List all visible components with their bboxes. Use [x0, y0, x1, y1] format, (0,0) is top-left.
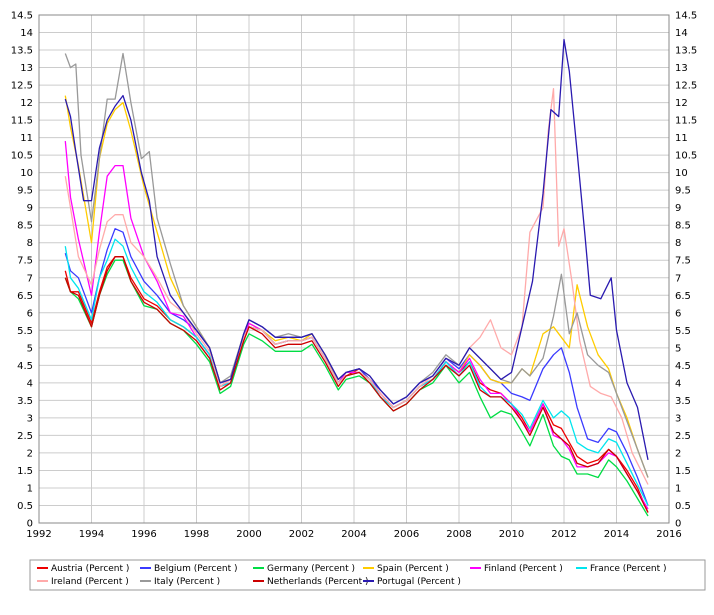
y-tick-label-right: 1.5 [675, 466, 691, 477]
y-tick-label-right: 2.5 [675, 431, 691, 442]
y-tick-label-right: 14.5 [675, 11, 697, 22]
x-tick-label: 2010 [499, 529, 524, 540]
legend-box [29, 559, 706, 591]
x-tick-label: 1996 [131, 529, 156, 540]
x-tick-label: 2002 [289, 529, 314, 540]
legend-label: France (Percent ) [590, 564, 667, 574]
y-tick-label-right: 11 [675, 133, 688, 144]
x-tick-label: 2006 [394, 529, 419, 540]
y-tick-label-right: 4.5 [675, 361, 691, 372]
y-tick-label-right: 12.5 [675, 81, 697, 92]
y-tick-label-left: 9 [27, 203, 33, 214]
y-tick-label-left: 5 [27, 343, 33, 354]
y-tick-label-right: 3 [675, 413, 681, 424]
y-tick-label-right: 0.5 [675, 501, 691, 512]
y-tick-label-right: 5 [675, 343, 681, 354]
legend-label: Ireland (Percent ) [51, 577, 129, 587]
y-tick-label-left: 4.5 [17, 361, 33, 372]
y-axis-right: 00.511.522.533.544.555.566.577.588.599.5… [675, 11, 697, 530]
y-tick-label-left: 5.5 [17, 326, 33, 337]
legend-label: Belgium (Percent ) [154, 564, 238, 574]
legend-label: Portugal (Percent ) [377, 577, 461, 587]
y-tick-label-right: 7 [675, 273, 681, 284]
legend-label: Austria (Percent ) [51, 564, 129, 574]
y-tick-label-left: 7.5 [17, 256, 33, 267]
y-tick-label-right: 13.5 [675, 46, 697, 57]
y-tick-label-right: 12 [675, 98, 688, 109]
y-tick-label-right: 10.5 [675, 151, 697, 162]
y-axis-left: 00.511.522.533.544.555.566.577.588.599.5… [11, 11, 33, 530]
y-tick-label-left: 3 [27, 413, 33, 424]
y-tick-label-right: 0 [675, 519, 681, 530]
legend: Austria (Percent ) Belgium (Percent ) Germ… [29, 559, 706, 591]
y-tick-label-left: 8.5 [17, 221, 33, 232]
y-tick-label-left: 11.5 [11, 116, 33, 127]
legend-label: Finland (Percent ) [484, 564, 563, 574]
series-line-8 [64, 256, 649, 513]
plot-frame [38, 14, 670, 524]
y-tick-label-right: 6 [675, 308, 681, 319]
y-tick-label-right: 11.5 [675, 116, 697, 127]
y-tick-label-left: 8 [27, 238, 33, 249]
y-tick-label-right: 13 [675, 63, 688, 74]
y-tick-label-left: 6.5 [17, 291, 33, 302]
y-tick-label-left: 2 [27, 448, 33, 459]
y-tick-label-right: 10 [675, 168, 688, 179]
y-tick-label-left: 9.5 [17, 186, 33, 197]
y-tick-label-left: 14 [20, 28, 33, 39]
y-tick-label-right: 9.5 [675, 186, 691, 197]
series-line-6 [64, 87, 649, 485]
y-tick-label-left: 1.5 [17, 466, 33, 477]
x-tick-label: 2014 [604, 529, 629, 540]
y-tick-label-left: 10.5 [11, 151, 33, 162]
y-tick-label-right: 5.5 [675, 326, 691, 337]
x-tick-label: 2012 [551, 529, 576, 540]
y-tick-label-right: 8.5 [675, 221, 691, 232]
y-tick-label-right: 7.5 [675, 256, 691, 267]
x-tick-label: 2000 [236, 529, 261, 540]
y-tick-label-left: 13.5 [11, 46, 33, 57]
x-axis: 1992 1994 1996 1998 2000 2002 2004 2006 2008 2010… [26, 529, 681, 540]
y-tick-label-right: 3.5 [675, 396, 691, 407]
x-tick-label: 2016 [656, 529, 681, 540]
gridlines [38, 14, 670, 524]
y-tick-label-left: 10 [20, 168, 33, 179]
y-tick-label-left: 2.5 [17, 431, 33, 442]
y-tick-label-right: 9 [675, 203, 681, 214]
y-tick-label-left: 11 [20, 133, 33, 144]
y-tick-label-right: 4 [675, 378, 681, 389]
x-tick-label: 2008 [446, 529, 471, 540]
y-tick-label-right: 1 [675, 483, 681, 494]
y-tick-label-left: 13 [20, 63, 33, 74]
x-tick-label: 1992 [26, 529, 51, 540]
y-tick-label-left: 12.5 [11, 81, 33, 92]
y-tick-label-right: 8 [675, 238, 681, 249]
y-tick-label-left: 3.5 [17, 396, 33, 407]
y-tick-label-left: 0.5 [17, 501, 33, 512]
y-tick-label-left: 4 [27, 378, 33, 389]
legend-label: Germany (Percent ) [267, 564, 355, 574]
y-tick-label-left: 6 [27, 308, 33, 319]
legend-label: Italy (Percent ) [154, 577, 220, 587]
x-tick-label: 2004 [341, 529, 366, 540]
y-tick-label-left: 7 [27, 273, 33, 284]
y-tick-label-left: 0 [27, 519, 33, 530]
x-tick-label: 1998 [184, 529, 209, 540]
y-tick-label-left: 1 [27, 483, 33, 494]
series-line-2 [64, 259, 649, 517]
series-lines [64, 38, 649, 517]
series-line-9 [64, 38, 649, 461]
y-tick-label-left: 14.5 [11, 11, 33, 22]
y-tick-label-right: 6.5 [675, 291, 691, 302]
x-tick-label: 1994 [79, 529, 104, 540]
y-tick-label-left: 12 [20, 98, 33, 109]
legend-label: Spain (Percent ) [377, 564, 449, 574]
legend-label: Netherlands (Percent ) [267, 577, 368, 587]
y-tick-label-right: 14 [675, 28, 688, 39]
y-tick-label-right: 2 [675, 448, 681, 459]
